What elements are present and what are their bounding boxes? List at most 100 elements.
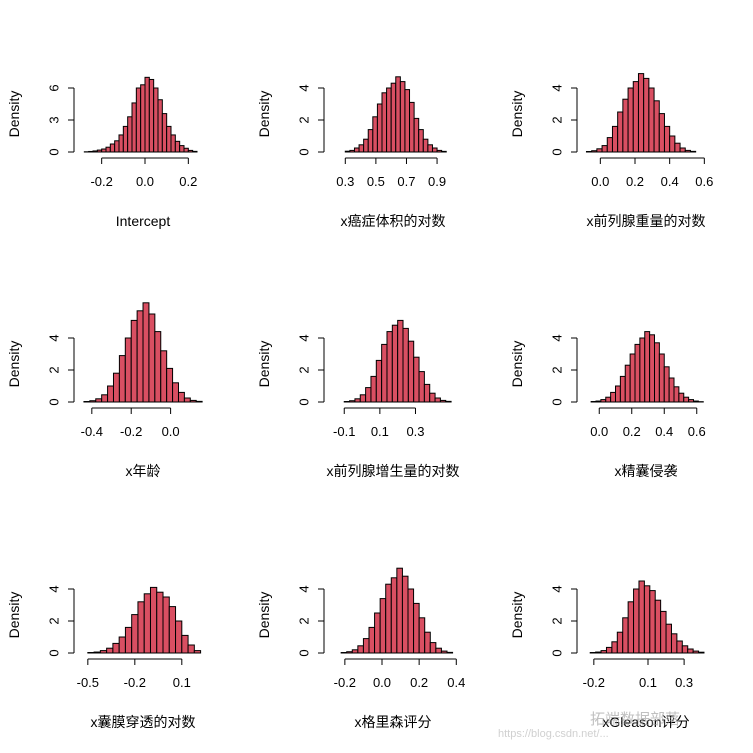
histogram-bar (143, 593, 151, 654)
histogram-bar (605, 646, 613, 654)
y-tick-label: 4 (550, 585, 565, 592)
histogram-bar (88, 150, 94, 153)
histogram-bar (688, 399, 694, 403)
histogram-bar (658, 113, 665, 153)
histogram-bar (93, 651, 101, 654)
x-tick-label: -0.2 (120, 424, 142, 439)
x-tick-label: 0.0 (590, 424, 608, 439)
histogram-bar (181, 634, 189, 654)
y-axis-label: Density (509, 592, 525, 639)
y-tick-label: 2 (297, 617, 312, 624)
histogram-bar (627, 601, 635, 654)
x-tick-label: 0.3 (406, 424, 424, 439)
histogram-bar (192, 150, 198, 153)
histogram-bar (363, 138, 369, 153)
histogram-bar (663, 125, 671, 153)
histogram-bar (616, 631, 624, 654)
y-tick-label: 4 (297, 585, 312, 592)
histogram-bar (172, 382, 179, 403)
histogram-bar (418, 617, 426, 654)
histogram-bar (349, 400, 356, 403)
histogram-bar (649, 590, 656, 654)
histogram-bar (654, 599, 662, 654)
histogram-bar (365, 387, 372, 403)
y-tick-label: 2 (550, 116, 565, 123)
histogram-bar (354, 398, 361, 403)
histogram-bar (619, 375, 626, 403)
histogram-bar (105, 146, 111, 153)
histogram-bar (89, 400, 97, 403)
histogram-bar (439, 399, 447, 403)
y-tick-label: 2 (297, 116, 312, 123)
histogram-bar (379, 598, 387, 654)
y-tick-label: 2 (297, 366, 312, 373)
histogram-bar (653, 100, 660, 153)
x-tick-label: 0.4 (447, 675, 465, 690)
histogram-bar (112, 372, 120, 403)
histogram-bar (161, 113, 168, 153)
histogram-bar (183, 147, 189, 153)
watermark-url: https://blog.csdn.net/... (498, 728, 609, 740)
y-axis-label: Density (6, 91, 22, 138)
histogram-bar (357, 645, 364, 654)
histogram-bar (436, 149, 443, 153)
histogram-bar (440, 650, 448, 654)
x-tick-label: 0.6 (688, 424, 706, 439)
histogram-bar (610, 391, 616, 403)
histogram-bar (622, 617, 629, 654)
histogram-bar (681, 645, 689, 654)
histogram-bar (118, 134, 124, 153)
histogram-bar (637, 73, 645, 153)
histogram-bar (177, 391, 185, 403)
histogram-bar (648, 87, 655, 153)
histogram-bar (413, 602, 420, 654)
histogram-bar (427, 144, 433, 153)
histogram-bar (391, 324, 399, 403)
y-tick-label: 6 (47, 84, 62, 91)
histogram-bar (168, 606, 177, 654)
x-axis-label: x前列腺增生量的对数 (327, 463, 460, 479)
histogram-bar (643, 77, 650, 153)
histogram-bar (644, 331, 651, 403)
x-tick-label: 0.1 (639, 675, 657, 690)
histogram-bar (137, 601, 145, 654)
histogram-bar (413, 356, 420, 403)
histogram-bar (429, 642, 437, 654)
y-tick-label: 2 (550, 617, 565, 624)
histogram-bar (174, 140, 181, 153)
histogram-bar (160, 350, 168, 403)
histogram-bar (409, 101, 415, 153)
histogram-bar (189, 399, 197, 403)
histogram-bar (622, 98, 629, 153)
histogram-bar (693, 400, 699, 403)
histogram-bar (385, 583, 392, 654)
histogram-bar (131, 102, 137, 153)
y-tick-label: 0 (47, 398, 62, 405)
y-axis-label: Density (256, 341, 272, 388)
histogram-bar (124, 626, 133, 654)
histogram-bar (386, 331, 393, 403)
y-tick-label: 4 (297, 334, 312, 341)
y-tick-label: 4 (297, 84, 312, 91)
histogram-bar (370, 375, 377, 403)
y-axis-label: Density (6, 592, 22, 639)
x-tick-label: 0.3 (675, 675, 693, 690)
histogram-bar (193, 650, 202, 654)
histogram-bar (615, 385, 621, 403)
histogram-bar (353, 147, 360, 153)
histogram-bar (397, 319, 404, 403)
histogram-bar (112, 642, 120, 654)
watermark-text: 拓端数据部落 (590, 711, 681, 728)
histogram-bar (629, 353, 636, 403)
y-axis-label: Density (509, 91, 525, 138)
histogram-bar (670, 633, 678, 654)
histogram-bar (179, 145, 185, 153)
histogram-bar (422, 138, 429, 153)
x-tick-label: 0.0 (136, 174, 154, 189)
histogram-bar (668, 377, 675, 403)
histogram-bar (142, 302, 150, 403)
y-tick-label: 2 (550, 366, 565, 373)
histogram-bar (601, 145, 608, 153)
histogram-bar (390, 82, 397, 153)
